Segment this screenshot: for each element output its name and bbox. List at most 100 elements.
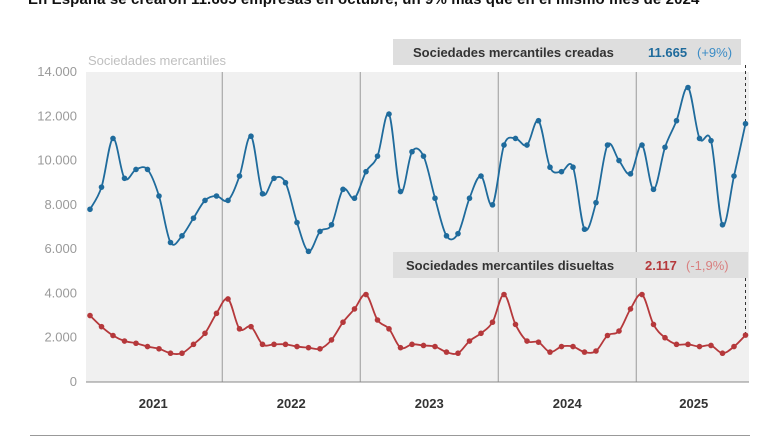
series-point-dissolved: [236, 326, 243, 332]
series-point-created: [363, 168, 369, 175]
series-point-dissolved: [144, 343, 151, 350]
legend-created-change: (+9%): [697, 45, 732, 60]
plot-area: [86, 72, 749, 382]
series-point-dissolved: [639, 291, 645, 298]
series-point-created: [432, 195, 438, 202]
series-layer: [87, 84, 749, 357]
series-point-dissolved: [167, 350, 174, 357]
series-point-created: [443, 233, 450, 239]
series-point-created: [501, 142, 507, 148]
series-point-dissolved: [202, 330, 208, 337]
series-point-created: [708, 137, 714, 144]
series-point-created: [627, 171, 634, 177]
series-point-created: [673, 117, 680, 124]
legend-dissolved-box: [393, 252, 748, 278]
series-point-dissolved: [570, 343, 576, 350]
series-point-dissolved: [685, 341, 691, 348]
legend-created-box: [393, 39, 741, 65]
series-point-dissolved: [581, 349, 588, 355]
series-point-created: [190, 215, 197, 221]
series-point-dissolved: [673, 341, 680, 348]
y-tick-label: 2.000: [44, 330, 77, 345]
legend-dissolved-change: (-1,9%): [686, 258, 729, 273]
series-point-created: [133, 166, 139, 173]
series-point-dissolved: [524, 338, 530, 344]
legend-created-value: 11.665: [648, 45, 687, 60]
series-point-dissolved: [397, 344, 404, 351]
series-point-dissolved: [719, 350, 726, 357]
series-point-created: [121, 175, 128, 182]
series-point-created: [558, 168, 565, 175]
series-point-dissolved: [110, 332, 116, 339]
x-tick-label: 2024: [553, 396, 583, 411]
series-point-created: [328, 221, 335, 228]
series-point-dissolved: [294, 343, 300, 350]
series-point-created: [98, 184, 105, 190]
y-tick-label: 12.000: [37, 108, 77, 123]
series-line-dissolved: [89, 293, 747, 355]
year-dividers: [221, 72, 637, 382]
series-point-created: [570, 164, 576, 171]
series-point-created: [225, 197, 231, 204]
series-point-created: [305, 248, 312, 255]
series-point-dissolved: [133, 340, 139, 347]
series-point-dissolved: [351, 306, 358, 312]
series-point-dissolved: [604, 332, 611, 339]
series-point-created: [489, 202, 496, 208]
y-tick-label: 4.000: [44, 285, 77, 300]
series-point-dissolved: [179, 350, 185, 357]
series-point-created: [466, 195, 473, 202]
series-point-dissolved: [271, 341, 277, 348]
series-point-dissolved: [478, 330, 484, 337]
series-point-dissolved: [225, 296, 231, 302]
series-point-created: [696, 135, 703, 142]
series-point-dissolved: [731, 343, 737, 350]
series-line-created: [89, 86, 747, 253]
series-point-dissolved: [386, 326, 392, 332]
series-point-created: [156, 193, 162, 199]
series-point-dissolved: [501, 291, 507, 298]
series-point-created: [420, 153, 427, 159]
series-point-dissolved: [742, 332, 749, 338]
x-tick-label: 2025: [679, 396, 708, 411]
series-point-dissolved: [708, 342, 714, 349]
series-point-dissolved: [432, 343, 438, 350]
series-point-dissolved: [627, 306, 634, 312]
series-point-dissolved: [443, 349, 450, 355]
series-point-created: [110, 135, 116, 142]
series-point-created: [397, 188, 404, 195]
series-point-dissolved: [616, 328, 622, 334]
series-point-dissolved: [248, 323, 254, 330]
series-point-created: [719, 221, 726, 228]
series-point-dissolved: [121, 338, 128, 344]
series-point-dissolved: [317, 345, 323, 352]
series-point-created: [604, 142, 611, 148]
series-point-created: [179, 233, 185, 239]
series-point-created: [685, 84, 691, 91]
series-point-created: [731, 173, 737, 179]
x-tick-label: 2023: [415, 396, 444, 411]
series-point-dissolved: [87, 312, 93, 319]
series-point-created: [616, 157, 622, 164]
series-point-created: [386, 111, 392, 117]
series-point-created: [547, 164, 553, 171]
y-tick-label: 14.000: [37, 64, 77, 79]
series-point-created: [167, 239, 174, 246]
series-point-dissolved: [363, 291, 369, 298]
series-point-created: [650, 186, 657, 193]
series-point-dissolved: [374, 317, 381, 323]
series-point-dissolved: [535, 339, 542, 345]
series-point-created: [248, 133, 254, 140]
y-tick-label: 6.000: [44, 241, 77, 256]
series-point-created: [662, 144, 668, 151]
series-point-dissolved: [489, 319, 496, 326]
series-point-created: [455, 230, 461, 237]
series-point-dissolved: [282, 341, 289, 348]
series-point-dissolved: [98, 323, 105, 330]
y-tick-label: 0: [70, 374, 77, 389]
series-point-dissolved: [662, 334, 668, 341]
series-point-created: [236, 173, 243, 179]
legend-created: Sociedades mercantiles creadas 11.665 (+…: [393, 39, 741, 65]
plot-label: Sociedades mercantiles: [88, 53, 227, 68]
series-point-dissolved: [213, 310, 220, 317]
